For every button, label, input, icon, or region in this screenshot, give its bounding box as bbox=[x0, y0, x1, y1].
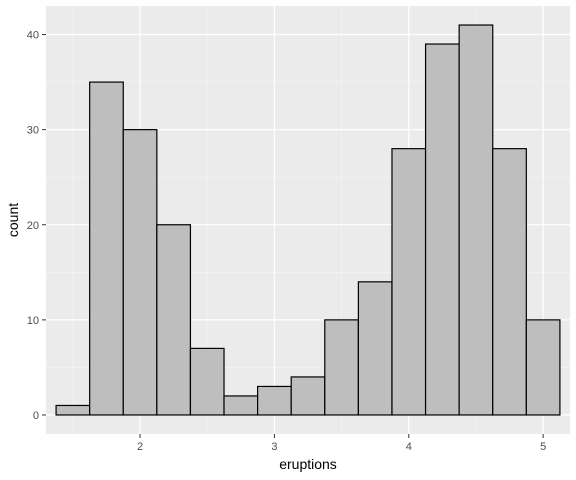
histogram-bar bbox=[424, 43, 460, 416]
histogram-bar bbox=[290, 376, 326, 416]
x-tick-label: 3 bbox=[271, 441, 277, 453]
x-tick-label: 4 bbox=[406, 441, 412, 453]
histogram-bar bbox=[525, 319, 561, 416]
histogram-bar bbox=[324, 319, 359, 416]
y-tick-label: 20 bbox=[27, 220, 39, 232]
histogram-bar bbox=[391, 148, 427, 416]
histogram-bar bbox=[492, 148, 527, 416]
y-tick-label: 10 bbox=[27, 315, 39, 327]
y-tick-label: 40 bbox=[27, 30, 39, 42]
histogram-bars bbox=[55, 24, 561, 416]
histogram-bar bbox=[189, 347, 225, 416]
x-tick-label: 5 bbox=[540, 441, 546, 453]
histogram-bar bbox=[223, 395, 259, 416]
x-axis-ticks: 2 3 4 5 bbox=[137, 434, 546, 453]
y-axis-ticks: 0 10 20 30 40 bbox=[27, 30, 46, 422]
y-tick-label: 0 bbox=[33, 410, 39, 422]
histogram-bar bbox=[89, 81, 124, 416]
x-axis-title: eruptions bbox=[279, 456, 337, 472]
histogram-bar bbox=[122, 129, 158, 416]
histogram-bar bbox=[458, 24, 494, 416]
histogram-bar bbox=[257, 385, 292, 416]
histogram-bar bbox=[357, 281, 393, 416]
y-tick-label: 30 bbox=[27, 125, 39, 137]
x-tick-label: 2 bbox=[137, 441, 143, 453]
histogram-bar bbox=[156, 224, 192, 416]
histogram-bar bbox=[55, 404, 91, 416]
y-axis-title: count bbox=[5, 203, 21, 237]
